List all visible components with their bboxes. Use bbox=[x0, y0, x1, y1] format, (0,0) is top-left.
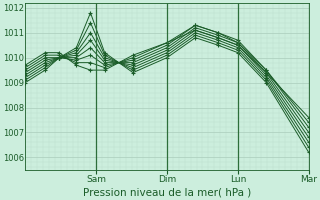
X-axis label: Pression niveau de la mer( hPa ): Pression niveau de la mer( hPa ) bbox=[83, 187, 251, 197]
